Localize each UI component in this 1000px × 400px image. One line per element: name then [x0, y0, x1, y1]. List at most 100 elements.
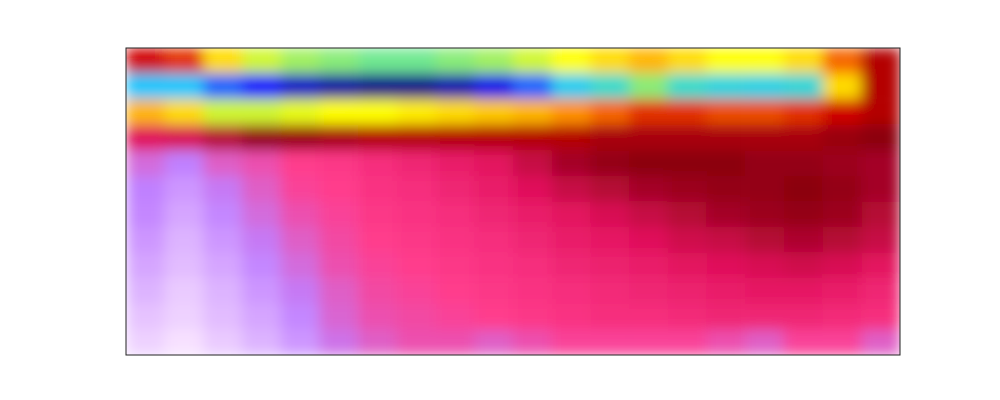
heatmap-cell [590, 304, 629, 330]
heatmap-cell [513, 253, 552, 279]
heatmap-cell [668, 227, 707, 253]
heatmap-cell [436, 125, 475, 151]
heatmap-cell [745, 150, 784, 176]
heatmap-cell [590, 74, 629, 100]
heatmap-cell [320, 74, 359, 100]
heatmap-cell [629, 227, 668, 253]
heatmap-cell [823, 304, 862, 330]
heatmap-cell [203, 227, 242, 253]
heatmap-cell [552, 253, 591, 279]
heatmap-cell [474, 99, 513, 125]
heatmap-cell [784, 202, 823, 228]
heatmap-cell [474, 150, 513, 176]
heatmap-cell [552, 227, 591, 253]
heatmap-cell [823, 99, 862, 125]
heatmap-cell [358, 74, 397, 100]
heatmap-cell [281, 74, 320, 100]
heatmap-cell [397, 253, 436, 279]
heatmap-cell [745, 99, 784, 125]
heatmap-cell [281, 125, 320, 151]
heatmap-cell [165, 176, 204, 202]
heatmap-cell [707, 329, 746, 355]
heatmap-cell [358, 150, 397, 176]
heatmap-cell [474, 253, 513, 279]
heatmap-cell [281, 227, 320, 253]
heatmap-cell [552, 304, 591, 330]
heatmap-cell [203, 202, 242, 228]
heatmap-cell [281, 48, 320, 74]
heatmap-cell [590, 125, 629, 151]
heatmap-cell [320, 227, 359, 253]
heatmap-cell [513, 304, 552, 330]
heatmap-cell [358, 202, 397, 228]
heatmap-cell [165, 74, 204, 100]
heatmap-cell [320, 304, 359, 330]
heatmap-cell [203, 74, 242, 100]
heatmap-cell [242, 227, 281, 253]
heatmap-cell [861, 99, 900, 125]
heatmap-cell [126, 227, 165, 253]
heatmap-cell [126, 329, 165, 355]
heatmap-cell [203, 48, 242, 74]
heatmap-cell [203, 125, 242, 151]
heatmap-cell [320, 202, 359, 228]
heatmap-cell [745, 74, 784, 100]
heatmap-cell [707, 304, 746, 330]
heatmap-cell [320, 278, 359, 304]
heatmap-cell [513, 329, 552, 355]
heatmap-cell [320, 125, 359, 151]
heatmap-cell [668, 48, 707, 74]
heatmap-cell [397, 202, 436, 228]
heatmap-cell [474, 227, 513, 253]
heatmap-cell [745, 329, 784, 355]
heatmap-cell [784, 253, 823, 279]
heatmap-cell [436, 227, 475, 253]
heatmap-cell [165, 329, 204, 355]
heatmap-cell [784, 176, 823, 202]
heatmap-cell [397, 48, 436, 74]
heatmap-cell [242, 176, 281, 202]
heatmap-cell [629, 48, 668, 74]
heatmap-cell [590, 202, 629, 228]
heatmap-cell [552, 74, 591, 100]
heatmap-cell [203, 329, 242, 355]
heatmap-cell [552, 48, 591, 74]
heatmap-cell [784, 74, 823, 100]
heatmap-cell [281, 253, 320, 279]
heatmap-cell [397, 227, 436, 253]
heatmap-cell [590, 99, 629, 125]
heatmap-cell [861, 202, 900, 228]
heatmap-cell [861, 176, 900, 202]
heatmap-cell [707, 150, 746, 176]
heatmap-cell [629, 278, 668, 304]
heatmap-cell [823, 176, 862, 202]
heatmap-cell [281, 176, 320, 202]
heatmap-cell [474, 74, 513, 100]
heatmap-cell [552, 329, 591, 355]
heatmap-cell [474, 278, 513, 304]
heatmap-cell [745, 125, 784, 151]
heatmap-cell [590, 253, 629, 279]
heatmap-cell [203, 150, 242, 176]
heatmap-cell [203, 278, 242, 304]
heatmap-cell [126, 48, 165, 74]
heatmap-cell [165, 253, 204, 279]
heatmap-cell [320, 150, 359, 176]
heatmap-cell [320, 253, 359, 279]
heatmap-cell [823, 278, 862, 304]
heatmap-cell [436, 278, 475, 304]
heatmap-cell [242, 304, 281, 330]
heatmap-cell [823, 74, 862, 100]
heatmap-cell [513, 227, 552, 253]
heatmap-cell [745, 176, 784, 202]
heatmap-cell [165, 278, 204, 304]
heatmap-cell [629, 176, 668, 202]
heatmap-cell [397, 278, 436, 304]
heatmap-cell [590, 278, 629, 304]
heatmap-cell [126, 125, 165, 151]
heatmap-cell [436, 48, 475, 74]
heatmap-cell [281, 150, 320, 176]
heatmap-cell [436, 99, 475, 125]
heatmap-cell [861, 304, 900, 330]
heatmap-cell [203, 304, 242, 330]
